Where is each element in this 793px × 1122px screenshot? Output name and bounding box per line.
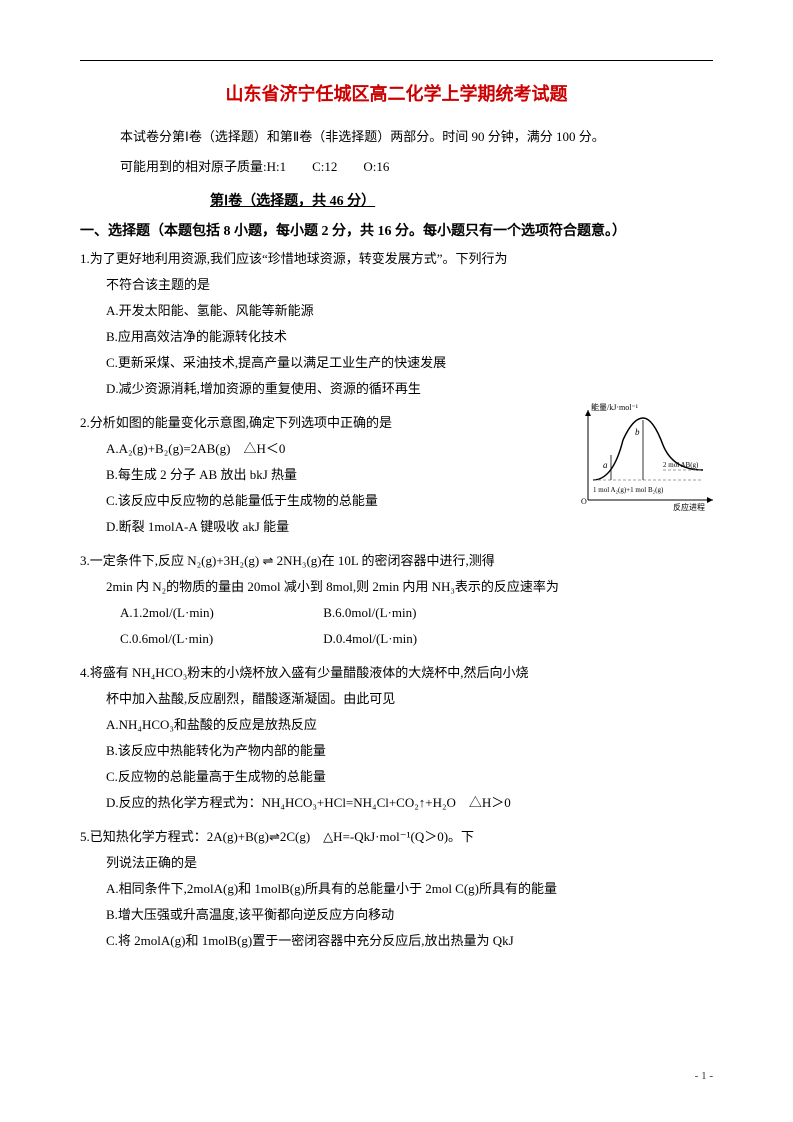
q1-stem-line2: 不符合该主题的是	[106, 272, 713, 298]
diagram-reactant-label: 1 mol A₂(g)+1 mol B₂(g)	[593, 486, 664, 494]
q4-option-b: B.该反应中热能转化为产物内部的能量	[106, 738, 713, 764]
question-2: 2.分析如图的能量变化示意图,确定下列选项中正确的是 A.A₂(g)+B₂(g)…	[80, 410, 713, 540]
q5-stem-line2: 列说法正确的是	[106, 850, 713, 876]
q5-option-c: C.将 2molA(g)和 1molB(g)置于一密闭容器中充分反应后,放出热量…	[106, 928, 713, 954]
q1-stem-line1: 1.为了更好地利用资源,我们应该“珍惜地球资源，转变发展方式”。下列行为	[80, 246, 713, 272]
q5-option-a: A.相同条件下,2molA(g)和 1molB(g)所具有的总能量小于 2mol…	[106, 876, 713, 902]
question-1: 1.为了更好地利用资源,我们应该“珍惜地球资源，转变发展方式”。下列行为 不符合…	[80, 246, 713, 402]
diagram-b-label: b	[635, 427, 640, 437]
q4-stem-line1: 4.将盛有 NH₄HCO₃粉末的小烧杯放入盛有少量醋酸液体的大烧杯中,然后向小烧	[80, 660, 713, 686]
q4-stem-line2: 杯中加入盐酸,反应剧烈，醋酸逐渐凝固。由此可见	[106, 686, 713, 712]
atomic-masses: 可能用到的相对原子质量:H:1 C:12 O:16	[120, 154, 713, 180]
q3-option-a: A.1.2mol/(L·min)	[120, 600, 320, 626]
diagram-a-label: a	[603, 460, 608, 470]
q3-option-d: D.0.4mol/(L·min)	[323, 626, 523, 652]
exam-intro: 本试卷分第Ⅰ卷（选择题）和第Ⅱ卷（非选择题）两部分。时间 90 分钟，满分 10…	[120, 124, 713, 150]
q5-stem-line1: 5.已知热化学方程式：2A(g)+B(g)⇌2C(g) △H=-QkJ·mol⁻…	[80, 824, 713, 850]
diagram-product-label: 2 mol AB(g)	[663, 461, 699, 469]
section-instruction: 一、选择题（本题包括 8 小题，每小题 2 分，共 16 分。每小题只有一个选项…	[80, 220, 713, 240]
q1-option-c: C.更新采煤、采油技术,提高产量以满足工业生产的快速发展	[106, 350, 713, 376]
exam-title: 山东省济宁任城区高二化学上学期统考试题	[80, 80, 713, 106]
q1-option-b: B.应用高效洁净的能源转化技术	[106, 324, 713, 350]
question-3: 3.一定条件下,反应 N₂(g)+3H₂(g) ⇌ 2NH₃(g)在 10L 的…	[80, 548, 713, 652]
page-number: - 1 -	[695, 1070, 713, 1082]
q4-option-a: A.NH₄HCO₃和盐酸的反应是放热反应	[106, 712, 713, 738]
q3-option-c: C.0.6mol/(L·min)	[120, 626, 320, 652]
q5-option-b: B.增大压强或升高温度,该平衡都向逆反应方向移动	[106, 902, 713, 928]
question-4: 4.将盛有 NH₄HCO₃粉末的小烧杯放入盛有少量醋酸液体的大烧杯中,然后向小烧…	[80, 660, 713, 816]
q3-stem-line2: 2min 内 N₂的物质的量由 20mol 减小到 8mol,则 2min 内用…	[106, 574, 713, 600]
energy-diagram: 能量/kJ·mol⁻¹ a b 2 mol AB(g) 1 mol A₂(g)+…	[573, 400, 723, 520]
diagram-ylabel: 能量/kJ·mol⁻¹	[591, 402, 639, 412]
diagram-origin: O	[581, 497, 587, 506]
q4-option-d: D.反应的热化学方程式为：NH₄HCO₃+HCl=NH₄Cl+CO₂↑+H₂O …	[106, 790, 713, 816]
question-5: 5.已知热化学方程式：2A(g)+B(g)⇌2C(g) △H=-QkJ·mol⁻…	[80, 824, 713, 954]
section-1-header: 第Ⅰ卷（选择题，共 46 分）	[210, 190, 713, 210]
q1-option-d: D.减少资源消耗,增加资源的重复使用、资源的循环再生	[106, 376, 713, 402]
q3-stem-line1: 3.一定条件下,反应 N₂(g)+3H₂(g) ⇌ 2NH₃(g)在 10L 的…	[80, 548, 713, 574]
diagram-xlabel: 反应进程	[673, 502, 705, 512]
q4-option-c: C.反应物的总能量高于生成物的总能量	[106, 764, 713, 790]
top-horizontal-rule	[80, 60, 713, 61]
q3-option-b: B.6.0mol/(L·min)	[323, 600, 523, 626]
q1-option-a: A.开发太阳能、氢能、风能等新能源	[106, 298, 713, 324]
